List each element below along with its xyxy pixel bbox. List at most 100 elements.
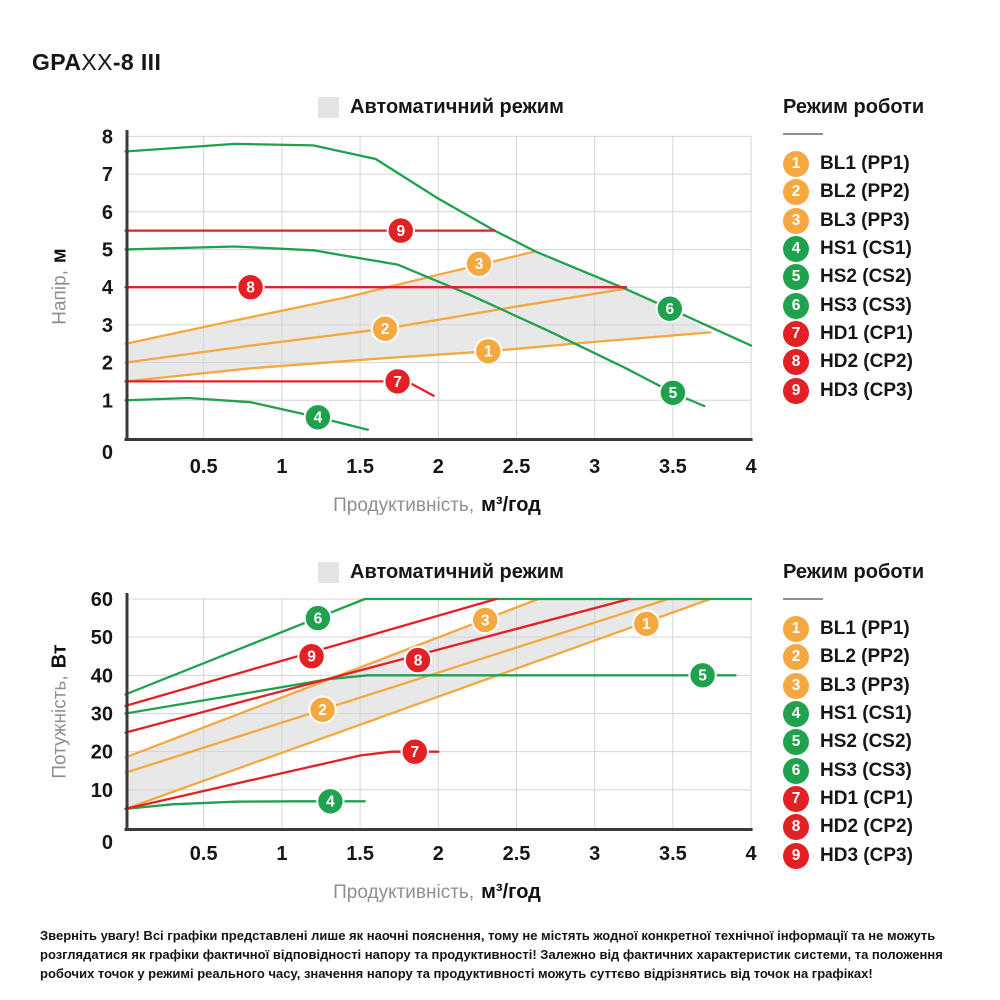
x-tick-label: 0.5: [190, 843, 218, 865]
mode-legend-head: Режим роботи 1 BL1 (PP1) 2 BL2 (PP2) 3 BL3 (P…: [783, 96, 998, 405]
legend-item-label: BL1 (PP1): [820, 618, 910, 640]
y-tick-label: 40: [91, 665, 113, 687]
marker-1-BL1: [474, 337, 503, 366]
mode-legend-items: 1 BL1 (PP1) 2 BL2 (PP2) 3 BL3 (PP3) 4 HS1 (CS1)…: [783, 615, 998, 870]
marker-6-HS3: [303, 603, 333, 633]
legend-item-label: HD2 (CP2): [820, 351, 913, 373]
legend-item-label: HD2 (CP2): [820, 816, 913, 838]
legend-item-BL2: 2 BL2 (PP2): [783, 178, 998, 206]
y-tick-label: 50: [91, 627, 113, 649]
marker-number: 9: [396, 223, 405, 240]
brand-text: GPA: [32, 49, 82, 75]
legend-item-label: HD3 (CP3): [820, 379, 913, 401]
x-tick-label: 1: [276, 456, 287, 478]
marker-5-HS2: [658, 378, 688, 407]
legend-item-label: HS1 (CS1): [820, 238, 912, 260]
power-x-axis-title: Продуктивність, м³/год: [237, 881, 637, 904]
legend-item-BL1: 1 BL1 (PP1): [783, 615, 998, 643]
curve-BL1: [124, 597, 712, 811]
x-tick-label: 2: [433, 456, 444, 478]
legend-item-BL2: 2 BL2 (PP2): [783, 643, 998, 671]
legend-item-label: BL2 (PP2): [820, 646, 910, 668]
marker-number: 1: [642, 616, 651, 633]
legend-number-badge: 6: [783, 757, 809, 784]
legend-item-HS2: 5 HS2 (CS2): [783, 263, 998, 291]
marker-number: 7: [410, 744, 419, 761]
legend-item-label: HS3 (CS3): [820, 759, 912, 781]
legend-number-badge: 4: [783, 236, 809, 263]
marker-5-HS2: [688, 661, 717, 690]
curve-HD2: [124, 597, 631, 734]
x-tick-label: 4: [746, 843, 758, 865]
marker-number: 8: [414, 653, 423, 670]
marker-number: 5: [698, 668, 707, 685]
auto-mode-legend-power: Автоматичний режим: [318, 561, 564, 584]
legend-item-label: HS2 (CS2): [820, 266, 912, 288]
legend-number-badge: 9: [783, 842, 809, 869]
y-tick-label: 20: [91, 742, 113, 764]
marker-4-HS1: [303, 403, 333, 432]
marker-number: 9: [307, 649, 316, 666]
legend-item-label: HS1 (CS1): [820, 703, 912, 725]
marker-3-BL3: [471, 605, 500, 635]
pump-model-title: GPAXX-8 III: [32, 49, 161, 76]
y-tick-label: 6: [102, 202, 113, 224]
legend-number-badge: 3: [783, 672, 809, 699]
legend-number-badge: 7: [783, 785, 809, 812]
marker-6-HS3: [655, 294, 684, 323]
legend-number-badge: 1: [783, 616, 809, 643]
marker-number: 4: [314, 410, 323, 427]
legend-item-label: HD1 (CP1): [820, 322, 913, 344]
x-axis-title-text: Продуктивність,: [333, 882, 475, 903]
marker-8-HD2: [236, 273, 265, 302]
mode-legend-items: 1 BL1 (PP1) 2 BL2 (PP2) 3 BL3 (PP3) 4 HS1 (CS1)…: [783, 150, 998, 405]
legend-item-BL3: 3 BL3 (PP3): [783, 207, 998, 235]
curve-HS2: [124, 245, 706, 408]
legend-number-badge: 5: [783, 729, 809, 756]
y-tick-label: 3: [102, 315, 113, 337]
power-axes: [124, 593, 753, 831]
head-x-axis-title: Продуктивність, м³/год: [237, 494, 637, 517]
marker-number: 6: [665, 301, 674, 318]
legend-item-label: BL3 (PP3): [820, 209, 910, 231]
y-tick-label: 8: [102, 126, 113, 148]
marker-1-BL1: [632, 609, 661, 638]
y-tick-label: 7: [102, 164, 113, 186]
model-suffix-text: -8 III: [112, 49, 162, 75]
x-axis-unit-text: м³/год: [481, 494, 541, 516]
legend-number-badge: 2: [783, 644, 809, 671]
y-axis-title-text: Потужність,: [49, 675, 71, 779]
mode-legend-power: Режим роботи 1 BL1 (PP1) 2 BL2 (PP2) 3 BL3 (P…: [783, 561, 998, 870]
legend-item-HS1: 4 HS1 (CS1): [783, 235, 998, 263]
power-tick-labels: 0 10 20 30 40 50 60 0.5 1 1.5 2 2.5 3 3.5 4: [91, 589, 758, 865]
y-tick-label: 4: [102, 277, 114, 299]
x-tick-label: 2: [433, 843, 444, 865]
legend-item-HD2: 8 HD2 (CP2): [783, 813, 998, 841]
marker-8-HD2: [403, 645, 433, 675]
y-tick-label: 1: [102, 390, 113, 412]
legend-number-badge: 1: [783, 151, 809, 178]
legend-number-badge: 7: [783, 320, 809, 347]
legend-number-badge: 8: [783, 349, 809, 376]
y-tick-label: 5: [102, 240, 113, 262]
marker-7-HD1: [400, 737, 429, 766]
curve-HS3: [124, 142, 753, 347]
marker-number: 3: [481, 612, 490, 629]
y-tick-label: 60: [91, 589, 113, 611]
legend-item-label: HD1 (CP1): [820, 787, 913, 809]
legend-number-badge: 6: [783, 292, 809, 319]
legend-item-HD3: 9 HD3 (CP3): [783, 841, 998, 869]
legend-item-HS2: 5 HS2 (CS2): [783, 728, 998, 756]
mode-legend-title: Режим роботи: [783, 561, 925, 583]
legend-item-label: BL3 (PP3): [820, 674, 910, 696]
x-tick-label: 1.5: [346, 843, 374, 865]
legend-number-badge: 9: [783, 377, 809, 404]
y-tick-label: 2: [102, 353, 113, 375]
legend-item-HD3: 9 HD3 (CP3): [783, 376, 998, 404]
marker-number: 8: [246, 280, 255, 297]
x-tick-label: 3.5: [659, 456, 687, 478]
legend-item-HD2: 8 HD2 (CP2): [783, 348, 998, 376]
marker-number: 3: [475, 256, 484, 273]
marker-number: 2: [381, 321, 390, 338]
